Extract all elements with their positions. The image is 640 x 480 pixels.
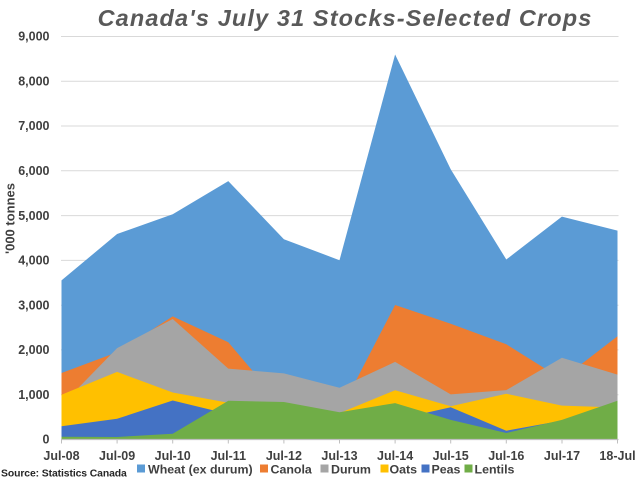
svg-text:Jul-14: Jul-14 xyxy=(377,449,413,463)
svg-text:Jul-15: Jul-15 xyxy=(433,449,469,463)
svg-text:9,000: 9,000 xyxy=(18,30,49,44)
svg-text:4,000: 4,000 xyxy=(18,254,49,268)
svg-text:2,000: 2,000 xyxy=(18,343,49,357)
svg-text:Jul-16: Jul-16 xyxy=(488,449,524,463)
svg-text:Jul-10: Jul-10 xyxy=(155,449,191,463)
svg-text:Oats: Oats xyxy=(390,463,418,477)
svg-text:Wheat (ex durum): Wheat (ex durum) xyxy=(148,463,253,477)
svg-text:Durum: Durum xyxy=(331,463,371,477)
svg-text:Jul-08: Jul-08 xyxy=(43,449,79,463)
svg-text:7,000: 7,000 xyxy=(18,119,49,133)
svg-text:Source: Statistics Canada: Source: Statistics Canada xyxy=(1,469,127,480)
svg-text:Jul-13: Jul-13 xyxy=(321,449,357,463)
svg-text:3,000: 3,000 xyxy=(18,298,49,312)
svg-text:Jul-17: Jul-17 xyxy=(544,449,580,463)
svg-text:8,000: 8,000 xyxy=(18,75,49,89)
svg-text:Lentils: Lentils xyxy=(475,463,515,477)
svg-text:Canola: Canola xyxy=(271,463,312,477)
svg-text:6,000: 6,000 xyxy=(18,164,49,178)
svg-text:Canada's July 31 Stocks-Select: Canada's July 31 Stocks-Selected Crops xyxy=(98,5,593,31)
svg-text:Jul-09: Jul-09 xyxy=(99,449,135,463)
svg-text:Jul-12: Jul-12 xyxy=(266,449,302,463)
svg-text:1,000: 1,000 xyxy=(18,388,49,402)
svg-text:'000 tonnes: '000 tonnes xyxy=(3,183,18,254)
svg-text:Jul-11: Jul-11 xyxy=(211,449,246,463)
svg-text:Peas: Peas xyxy=(432,463,461,477)
svg-text:18-Jul: 18-Jul xyxy=(599,449,635,463)
svg-text:5,000: 5,000 xyxy=(18,209,49,223)
svg-text:0: 0 xyxy=(43,433,50,447)
